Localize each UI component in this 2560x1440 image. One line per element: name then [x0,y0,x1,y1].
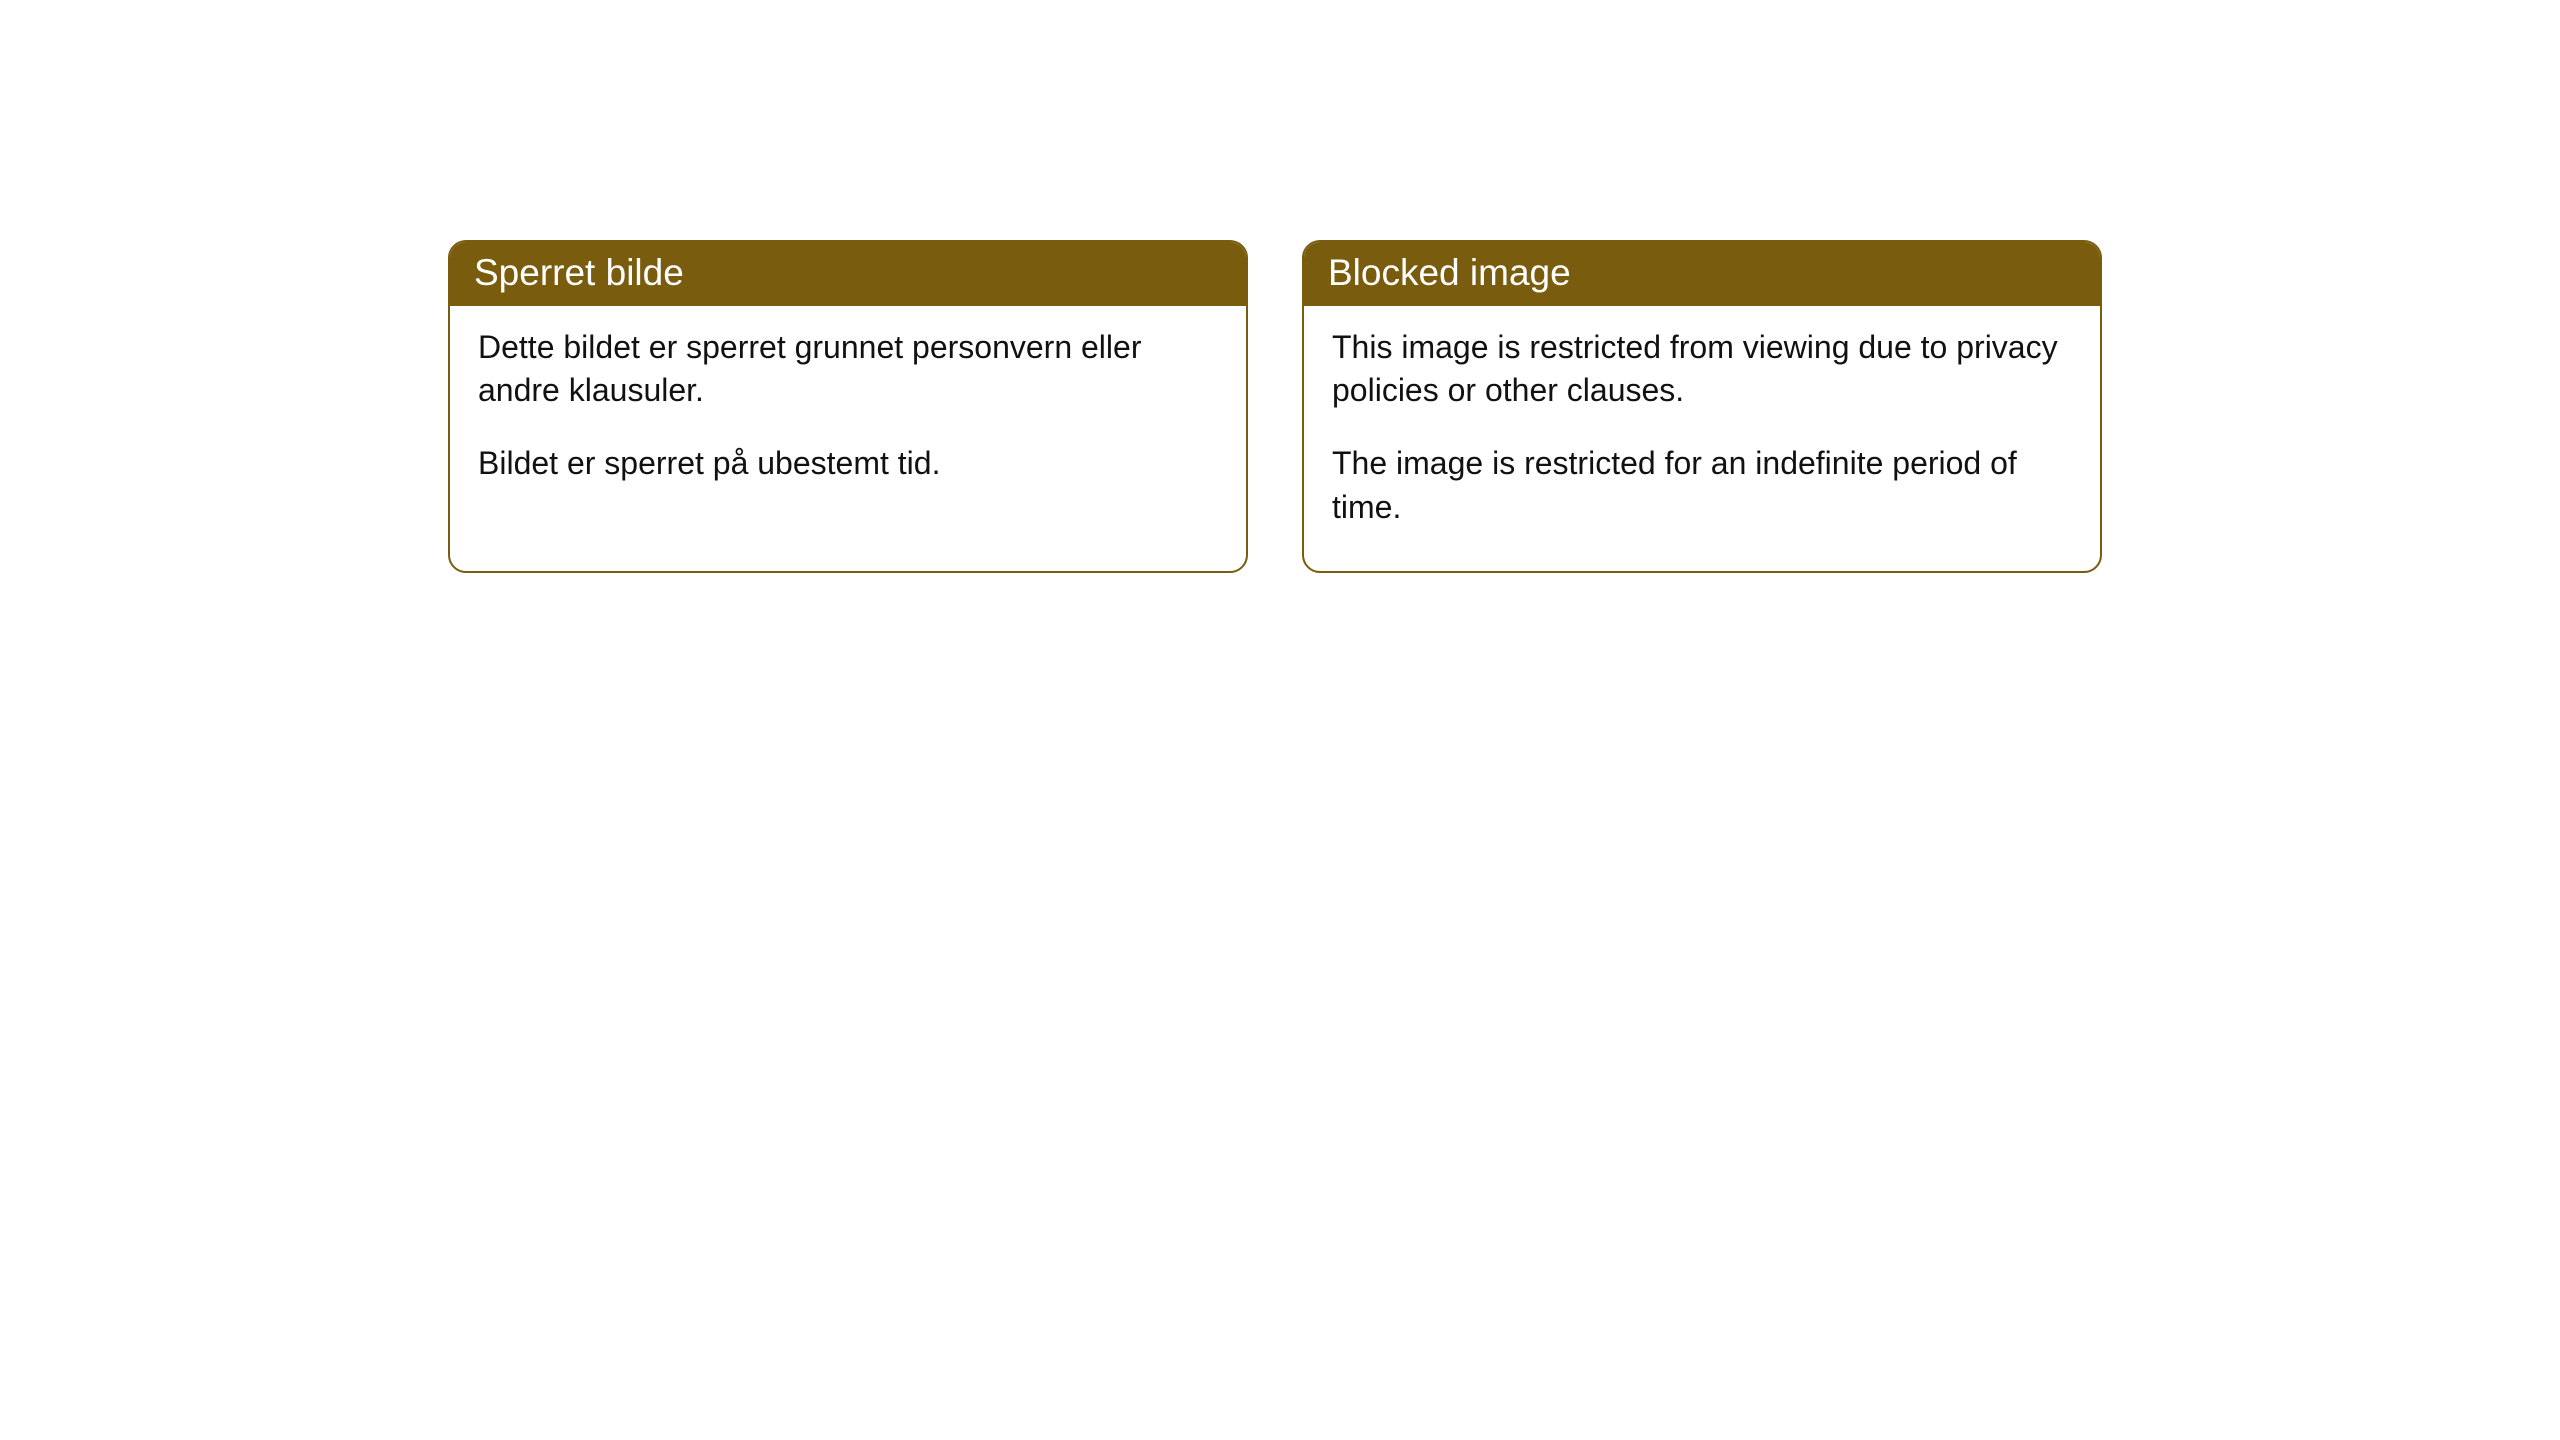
notice-paragraph: This image is restricted from viewing du… [1332,326,2072,412]
notice-card-english: Blocked image This image is restricted f… [1302,240,2102,573]
notice-body: Dette bildet er sperret grunnet personve… [450,306,1246,528]
notice-paragraph: The image is restricted for an indefinit… [1332,442,2072,528]
notice-paragraph: Dette bildet er sperret grunnet personve… [478,326,1218,412]
notice-container: Sperret bilde Dette bildet er sperret gr… [448,240,2102,573]
notice-card-norwegian: Sperret bilde Dette bildet er sperret gr… [448,240,1248,573]
notice-header: Sperret bilde [450,242,1246,306]
notice-paragraph: Bildet er sperret på ubestemt tid. [478,442,1218,485]
notice-header: Blocked image [1304,242,2100,306]
notice-body: This image is restricted from viewing du… [1304,306,2100,571]
